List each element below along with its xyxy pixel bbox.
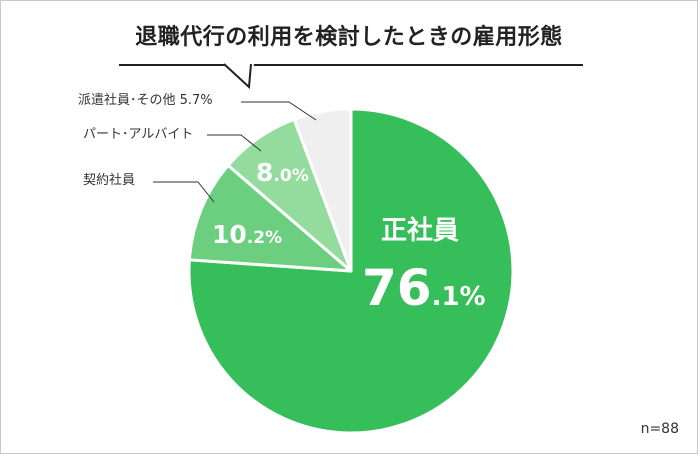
slice-category-label: 契約社員 <box>83 172 135 188</box>
slice-value-label: 76.1% <box>362 259 486 317</box>
slice-value-label: 8.0% <box>256 158 309 187</box>
slice-category-label: パート･アルバイト <box>83 127 193 142</box>
pie-slice-2 <box>187 163 353 273</box>
title-callout-tail <box>223 63 254 90</box>
slice-category-label: 派遣社員･その他 5.7% <box>78 92 213 108</box>
title-callout-underline <box>119 64 583 66</box>
chart-title: 退職代行の利用を検討したときの雇用形態 <box>135 25 563 50</box>
pie-labels: 正社員 76.1% 10.2% 契約社員 8.0% パート･アルバイト 派遣社員･その他 5… <box>78 92 486 317</box>
pie-slices <box>187 107 515 435</box>
slice-leader-line <box>207 134 262 152</box>
sample-size-label: n=88 <box>640 421 679 437</box>
pie-slice-1 <box>187 107 515 435</box>
pie-slice-4 <box>292 107 353 273</box>
slice-leader-line <box>153 181 215 203</box>
slice-value-label: 10.2% <box>212 220 282 249</box>
slice-leader-line <box>241 101 317 121</box>
slice-name-label: 正社員 <box>381 215 459 246</box>
